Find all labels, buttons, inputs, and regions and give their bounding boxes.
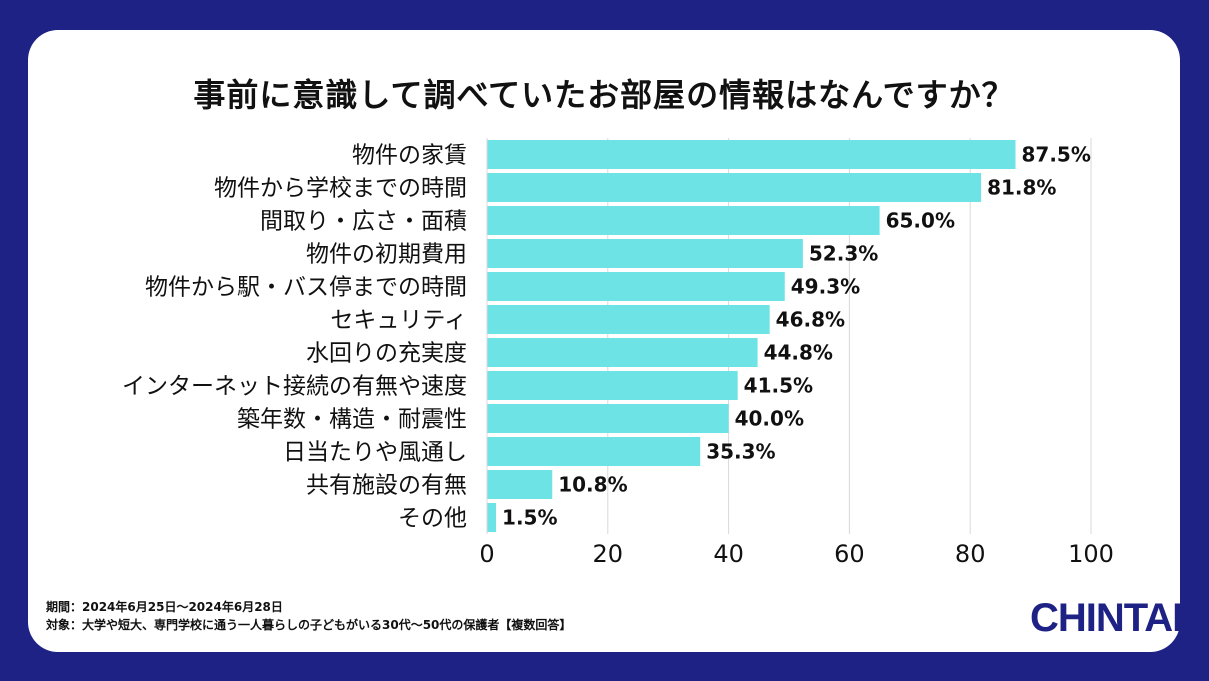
category-label: 物件から学校までの時間 [214, 176, 467, 202]
bar [487, 503, 497, 532]
bar [487, 305, 770, 334]
bar [487, 338, 758, 367]
x-tick-label: 80 [955, 540, 986, 568]
data-label: 44.8% [764, 341, 833, 365]
bar [487, 272, 785, 301]
bar [487, 404, 729, 433]
bar [487, 173, 982, 202]
data-label: 49.3% [791, 275, 860, 299]
data-label: 52.3% [809, 242, 878, 266]
bar [487, 239, 803, 268]
category-label: その他 [398, 506, 467, 532]
bar [487, 437, 701, 466]
bar [487, 140, 1016, 169]
category-label: 水回りの充実度 [306, 341, 467, 367]
x-tick-label: 20 [593, 540, 624, 568]
data-label: 40.0% [735, 407, 804, 431]
category-label: 物件の家賃 [352, 143, 467, 169]
bar [487, 206, 880, 235]
x-tick-label: 60 [834, 540, 865, 568]
survey-notes: 期間：2024年6月25日〜2024年6月28日 対象：大学や短大、専門学校に通… [46, 598, 571, 634]
category-label: 物件から駅・バス停までの時間 [145, 275, 467, 301]
logo-text: CHINTAI [1030, 596, 1183, 640]
category-label: 共有施設の有無 [306, 473, 467, 499]
category-label: 間取り・広さ・面積 [260, 209, 467, 235]
bar [487, 371, 738, 400]
x-tick-label: 0 [479, 540, 494, 568]
chintai-logo: CHINTAI® [1030, 596, 1189, 641]
data-label: 1.5% [502, 506, 557, 530]
data-label: 35.3% [706, 440, 775, 464]
chart-title: 事前に意識して調べていたお部屋の情報はなんですか？ [193, 76, 1015, 114]
category-label: 物件の初期費用 [306, 242, 467, 268]
data-label: 46.8% [776, 308, 845, 332]
category-label: インターネット接続の有無や速度 [122, 374, 467, 400]
survey-period: 期間：2024年6月25日〜2024年6月28日 [46, 600, 283, 614]
category-label: 日当たりや風通し [283, 440, 467, 466]
bar-chart: 0 20 40 60 80 100 物件の家賃 87.5% 物件から学校までの時間 81.8% 間取… [122, 138, 1114, 568]
category-label: セキュリティ [330, 308, 467, 334]
registered-mark: ® [1182, 631, 1189, 641]
data-label: 41.5% [744, 374, 813, 398]
data-label: 65.0% [886, 209, 955, 233]
survey-target: 対象：大学や短大、専門学校に通う一人暮らしの子どもがいる30代〜50代の保護者【… [46, 618, 572, 632]
chart-card: 事前に意識して調べていたお部屋の情報はなんですか？ 0 20 40 60 80 100 物件… [28, 30, 1189, 652]
x-tick-label: 100 [1068, 540, 1114, 568]
data-label: 10.8% [558, 473, 627, 497]
bar [487, 470, 553, 499]
x-tick-label: 40 [713, 540, 744, 568]
data-label: 87.5% [1022, 143, 1091, 167]
category-label: 築年数・構造・耐震性 [237, 407, 467, 433]
data-label: 81.8% [987, 176, 1056, 200]
